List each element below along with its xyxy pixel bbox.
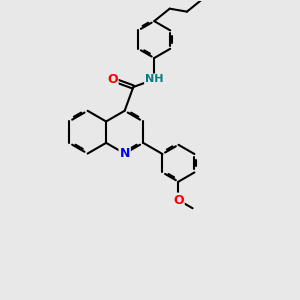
Text: N: N [119, 147, 130, 160]
Text: O: O [173, 194, 184, 207]
Text: NH: NH [145, 74, 164, 84]
Text: O: O [107, 73, 118, 86]
